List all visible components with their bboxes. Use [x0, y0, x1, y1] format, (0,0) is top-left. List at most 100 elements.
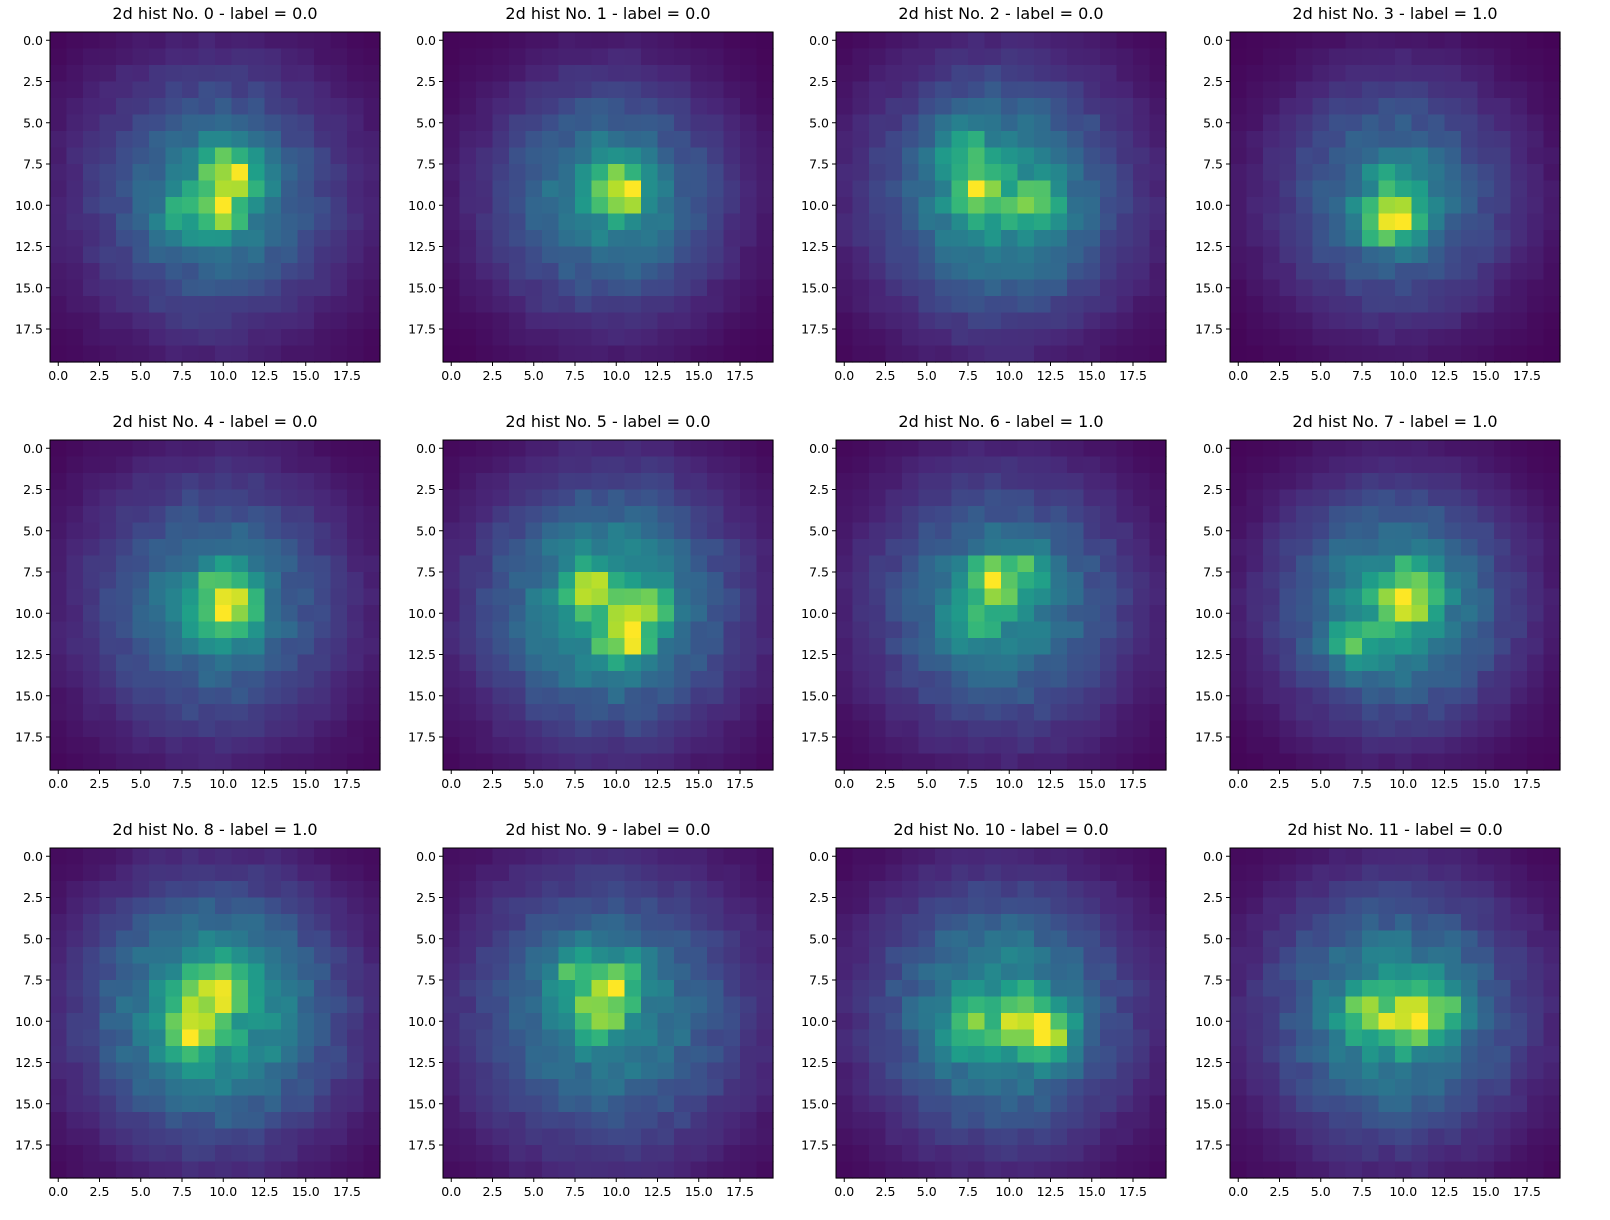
heatmap-cell: [691, 980, 708, 997]
heatmap-cell: [707, 1129, 724, 1146]
heatmap-cell: [1379, 754, 1396, 771]
heatmap-cell: [1150, 605, 1167, 622]
heatmap-cell: [641, 1063, 658, 1080]
heatmap-cell: [509, 523, 526, 540]
heatmap-cell: [869, 148, 886, 165]
y-tick-label: 7.5: [416, 565, 436, 580]
heatmap-cell: [1001, 1112, 1018, 1129]
heatmap-cell: [1100, 556, 1117, 573]
heatmap-cell: [443, 214, 460, 231]
heatmap-cell: [1001, 263, 1018, 280]
heatmap-cell: [1428, 589, 1445, 606]
heatmap-cell: [869, 556, 886, 573]
heatmap-cell: [968, 622, 985, 639]
heatmap-cell: [836, 881, 853, 898]
heatmap-cell: [592, 1063, 609, 1080]
heatmap-cell: [215, 865, 232, 882]
heatmap-cell: [886, 539, 903, 556]
heatmap-cell: [1034, 914, 1051, 931]
heatmap-cell: [232, 605, 249, 622]
heatmap-cell: [902, 997, 919, 1014]
heatmap-cell: [559, 539, 576, 556]
heatmap-cell: [1296, 473, 1313, 490]
heatmap-cell: [625, 997, 642, 1014]
y-tick-label: 12.5: [15, 647, 43, 662]
heatmap-cell: [149, 671, 166, 688]
heatmap-cell: [67, 1145, 84, 1162]
heatmap-cell: [50, 655, 67, 672]
heatmap-cell: [149, 572, 166, 589]
y-tick-label: 0.0: [23, 849, 43, 864]
heatmap-cell: [1280, 490, 1297, 507]
heatmap-cell: [314, 947, 331, 964]
heatmap-cell: [1001, 1079, 1018, 1096]
heatmap-cell: [1100, 655, 1117, 672]
heatmap-cell: [1445, 523, 1462, 540]
heatmap-cell: [1150, 622, 1167, 639]
heatmap-cell: [460, 197, 477, 214]
heatmap-cell: [265, 1046, 282, 1063]
heatmap-cell: [1362, 572, 1379, 589]
heatmap-cell: [1133, 32, 1150, 49]
heatmap-cell: [1034, 131, 1051, 148]
heatmap-cell: [50, 506, 67, 523]
heatmap-cell: [1051, 263, 1068, 280]
heatmap-cell: [559, 473, 576, 490]
heatmap-cell: [298, 263, 315, 280]
heatmap-cell: [740, 32, 757, 49]
heatmap-cell: [740, 457, 757, 474]
y-tick-label: 17.5: [408, 322, 436, 337]
heatmap-cell: [886, 490, 903, 507]
heatmap-cell: [460, 473, 477, 490]
heatmap-cell: [166, 997, 183, 1014]
y-tick-label: 15.0: [801, 1096, 829, 1111]
heatmap-cell: [298, 98, 315, 115]
heatmap-cell: [575, 263, 592, 280]
heatmap-cell: [1362, 754, 1379, 771]
heatmap-cell: [1067, 556, 1084, 573]
heatmap-cell: [460, 313, 477, 330]
heatmap-cell: [641, 98, 658, 115]
heatmap-cell: [919, 539, 936, 556]
heatmap-cell: [83, 313, 100, 330]
heatmap-cell: [1395, 964, 1412, 981]
heatmap-cell: [1117, 181, 1134, 198]
heatmap-cell: [625, 263, 642, 280]
heatmap-cell: [1412, 115, 1429, 132]
heatmap-cell: [836, 98, 853, 115]
heatmap-cell: [1280, 964, 1297, 981]
y-tick-label: 5.0: [1203, 115, 1223, 130]
heatmap-cell: [83, 898, 100, 915]
heatmap-cell: [559, 881, 576, 898]
heatmap-cell: [67, 964, 84, 981]
x-tick-label: 2.5: [483, 1184, 503, 1199]
heatmap-cell: [1362, 181, 1379, 198]
heatmap-cell: [1461, 881, 1478, 898]
heatmap-cell: [935, 655, 952, 672]
heatmap-cell: [1067, 655, 1084, 672]
heatmap-cell: [265, 622, 282, 639]
heatmap-cell: [1494, 131, 1511, 148]
heatmap-cell: [331, 721, 348, 738]
heatmap-cell: [935, 230, 952, 247]
heatmap-cell: [509, 164, 526, 181]
heatmap-cell: [443, 473, 460, 490]
heatmap-cell: [314, 1129, 331, 1146]
heatmap-cell: [116, 230, 133, 247]
heatmap-cell: [1329, 181, 1346, 198]
heatmap-cell: [166, 539, 183, 556]
heatmap-cell: [935, 638, 952, 655]
heatmap-cell: [1051, 655, 1068, 672]
heatmap-cell: [1329, 247, 1346, 264]
heatmap-cell: [443, 754, 460, 771]
heatmap-cell: [1280, 313, 1297, 330]
heatmap-cell: [182, 688, 199, 705]
heatmap-cell: [1034, 556, 1051, 573]
x-tick-label: 2.5: [1270, 368, 1290, 383]
heatmap-cell: [50, 1145, 67, 1162]
heatmap-cell: [116, 947, 133, 964]
heatmap-cell: [1296, 914, 1313, 931]
heatmap-cell: [641, 1129, 658, 1146]
heatmap-cell: [1395, 32, 1412, 49]
